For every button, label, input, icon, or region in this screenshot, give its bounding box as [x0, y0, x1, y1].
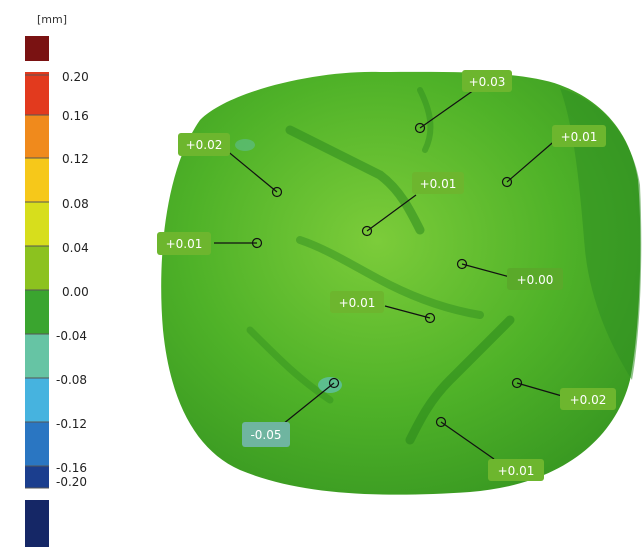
measurement-tag: [560, 388, 616, 410]
measurement-tag: [412, 172, 464, 194]
measurement-marker: [251, 237, 263, 249]
surface-groove: [296, 236, 484, 319]
surface-groove: [417, 87, 434, 153]
measurement-point: +0.00: [456, 258, 563, 290]
measurement-tag: [157, 232, 211, 255]
measurement-value: -0.05: [250, 428, 281, 442]
measurement-marker: [414, 122, 426, 134]
legend-tick-label: -0.16: [56, 461, 87, 475]
measurement-marker: [456, 258, 468, 270]
measurement-point: +0.02: [511, 377, 616, 410]
measurement-value: +0.01: [166, 237, 203, 251]
surface-shadow-right: [560, 88, 642, 380]
legend-overflow-low: [25, 500, 49, 547]
measurement-point: +0.01: [435, 416, 544, 481]
measurement-tag: [330, 291, 384, 313]
legend-band: [25, 158, 49, 202]
measurement-point: +0.02: [178, 133, 283, 198]
legend-tick-label: 0.08: [62, 197, 89, 211]
measurement-tag: [242, 422, 290, 447]
legend-unit-label: [mm]: [37, 13, 67, 26]
legend-tick-label: -0.20: [56, 475, 87, 489]
measurement-point: -0.05: [242, 377, 340, 447]
measurement-marker: [361, 225, 373, 237]
legend-band: [25, 202, 49, 246]
legend-band: [25, 378, 49, 422]
measurement-point: +0.01: [157, 232, 263, 255]
surface-groove: [285, 125, 425, 235]
legend-band: [25, 72, 49, 115]
legend-tick-label: -0.12: [56, 417, 87, 431]
measurement-marker: [511, 377, 523, 389]
measurement-tag: [178, 133, 230, 156]
measurement-value: +0.02: [570, 393, 607, 407]
legend-tick-label: 0.20: [62, 70, 89, 84]
measurement-marker: [424, 312, 436, 324]
measurement-marker: [435, 416, 447, 428]
tooth-outline: [161, 71, 641, 495]
surface-low-spot: [235, 139, 255, 151]
measurement-point: +0.01: [361, 172, 464, 237]
legend-tick-label: -0.08: [56, 373, 87, 387]
measurement-value: +0.03: [469, 75, 506, 89]
measurement-point: +0.03: [414, 70, 512, 134]
measurement-tag: [552, 125, 606, 147]
legend-overflow-high: [25, 36, 49, 61]
measurement-tag: [507, 268, 563, 290]
measurement-tag: [462, 70, 512, 92]
measurement-value: +0.02: [186, 138, 223, 152]
legend-band: [25, 115, 49, 158]
legend-tick-label: 0.04: [62, 241, 89, 255]
measurement-value: +0.01: [420, 177, 457, 191]
measurement-marker: [271, 186, 283, 198]
legend-tick-label: 0.00: [62, 285, 89, 299]
measurement-point: +0.01: [501, 125, 606, 188]
legend-band: [25, 246, 49, 290]
measurement-tag: [488, 459, 544, 481]
legend-band: [25, 422, 49, 466]
measurement-value: +0.01: [561, 130, 598, 144]
legend-tick-marks: [25, 74, 49, 489]
measurement-value: +0.00: [517, 273, 554, 287]
legend-tick-label: 0.12: [62, 152, 89, 166]
measurement-value: +0.01: [498, 464, 535, 478]
legend-tick-label: 0.16: [62, 109, 89, 123]
measurement-point: +0.01: [330, 291, 436, 324]
measurement-value: +0.01: [339, 296, 376, 310]
legend-band: [25, 334, 49, 378]
legend-tick-label: -0.04: [56, 329, 87, 343]
tooth-surface: [161, 71, 642, 495]
surface-groove: [405, 315, 515, 445]
legend-band: [25, 466, 49, 488]
color-scale-legend: [mm] 0.20 0.16 0.12 0.08: [25, 13, 89, 547]
measurement-marker: [328, 377, 340, 389]
measurement-annotations: +0.03 +0.02 +0.01 +0.01 +0.01: [157, 70, 616, 481]
legend-band: [25, 290, 49, 334]
measurement-marker: [501, 176, 513, 188]
